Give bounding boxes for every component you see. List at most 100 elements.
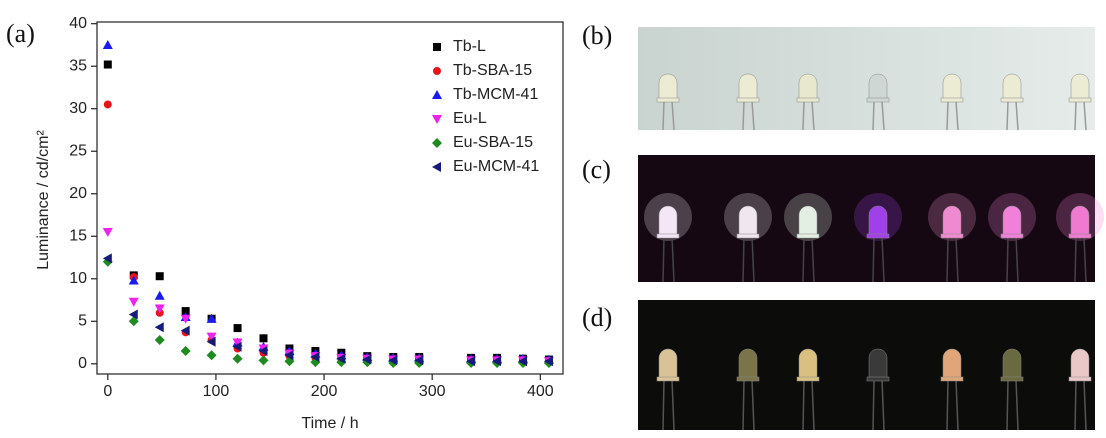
led-lead: [881, 379, 885, 431]
data-point: [258, 355, 269, 366]
data-point: [206, 313, 217, 323]
led-lead: [662, 100, 665, 131]
data-point: [362, 354, 372, 365]
led-lead: [1006, 100, 1009, 131]
panel-label: (a): [6, 19, 35, 48]
led-lead: [671, 236, 675, 283]
led-lead: [955, 236, 959, 283]
photo-b: [638, 27, 1095, 130]
led-rim: [796, 97, 820, 103]
legend-marker: [432, 90, 442, 99]
led-lead: [1074, 379, 1077, 431]
led-body: [1070, 348, 1090, 381]
x-axis-label: Time / h: [301, 415, 358, 432]
legend-marker: [433, 67, 441, 75]
led-body: [658, 205, 678, 238]
led-rim: [866, 97, 890, 103]
data-point: [180, 325, 190, 336]
data-point: [103, 100, 112, 109]
led-lead: [742, 236, 745, 283]
led-rim: [796, 376, 820, 382]
y-tick-label: 25: [69, 142, 87, 159]
x-tick-label: 100: [203, 383, 230, 400]
data-point: [128, 309, 138, 320]
panel-label: (c): [582, 155, 611, 184]
led-lead: [1015, 236, 1019, 283]
led-lead: [662, 379, 665, 431]
led-body: [798, 348, 818, 381]
led-body: [1070, 73, 1090, 102]
led-body: [738, 73, 758, 102]
data-point: [414, 355, 424, 366]
led-rim: [1068, 376, 1092, 382]
led-body: [868, 73, 888, 102]
led-lead: [811, 236, 815, 283]
legend-label: Eu-L: [453, 110, 487, 127]
legend-marker: [432, 162, 441, 172]
led-rim: [866, 376, 890, 382]
led-lead: [742, 379, 745, 431]
data-point: [233, 324, 242, 333]
led-lead: [1015, 379, 1019, 431]
data-point: [206, 350, 217, 361]
led-lead: [671, 379, 675, 431]
y-tick-label: 40: [69, 15, 87, 32]
led-body: [658, 73, 678, 102]
y-axis-label: Luminance / cd/cm²: [35, 130, 52, 270]
legend-marker: [432, 115, 442, 124]
photo-d: [638, 300, 1095, 430]
led-lead: [1083, 236, 1087, 283]
data-point: [102, 39, 113, 49]
data-point: [181, 307, 190, 316]
x-tick-label: 400: [527, 383, 554, 400]
data-point: [128, 275, 139, 285]
data-point: [284, 350, 294, 361]
led-lead: [811, 100, 815, 131]
data-point: [310, 351, 320, 362]
led-rim: [1000, 233, 1024, 239]
panel-label: (d): [582, 303, 612, 332]
led-body: [1002, 348, 1022, 381]
data-point: [154, 322, 164, 333]
data-point: [180, 314, 191, 324]
data-point: [206, 336, 216, 347]
led-lead: [946, 379, 949, 431]
led-lead: [1074, 100, 1077, 131]
led-lead: [751, 236, 755, 283]
data-point: [102, 253, 112, 264]
led-rim: [736, 97, 760, 103]
y-tick-label: 35: [69, 57, 87, 74]
y-tick-label: 20: [69, 185, 87, 202]
led-lead: [811, 379, 815, 431]
panel-label: (b): [582, 21, 612, 50]
data-point: [543, 356, 553, 367]
led-rim: [940, 97, 964, 103]
led-rim: [866, 233, 890, 239]
data-point: [154, 290, 165, 300]
data-point: [128, 297, 139, 307]
led-rim: [796, 233, 820, 239]
data-point: [206, 332, 217, 342]
led-lead: [872, 236, 875, 283]
led-photos: [644, 73, 1104, 431]
led-body: [868, 348, 888, 381]
led-body: [1002, 205, 1022, 238]
led-lead: [955, 100, 959, 131]
led-lead: [946, 236, 949, 283]
legend-label: Tb-MCM-41: [453, 86, 538, 103]
data-point: [336, 353, 346, 364]
data-point: [232, 341, 242, 352]
led-lead: [881, 236, 885, 283]
plot-frame: [96, 21, 564, 375]
y-tick-label: 15: [69, 227, 87, 244]
led-lead: [742, 100, 745, 131]
led-rim: [736, 233, 760, 239]
led-lead: [802, 236, 805, 283]
led-body: [868, 205, 888, 238]
led-lead: [802, 379, 805, 431]
data-point: [258, 346, 268, 357]
data-point: [128, 316, 139, 327]
led-rim: [940, 376, 964, 382]
led-rim: [656, 233, 680, 239]
